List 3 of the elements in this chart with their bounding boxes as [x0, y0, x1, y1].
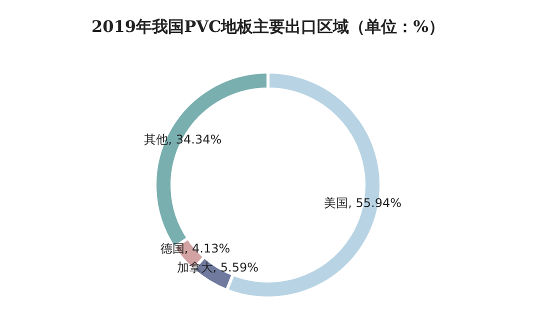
chart-title: 2019年我国PVC地板主要出口区域（单位：%）: [92, 17, 444, 36]
slice-label: 美国: [324, 196, 348, 210]
slice-label: 德国: [160, 241, 184, 256]
